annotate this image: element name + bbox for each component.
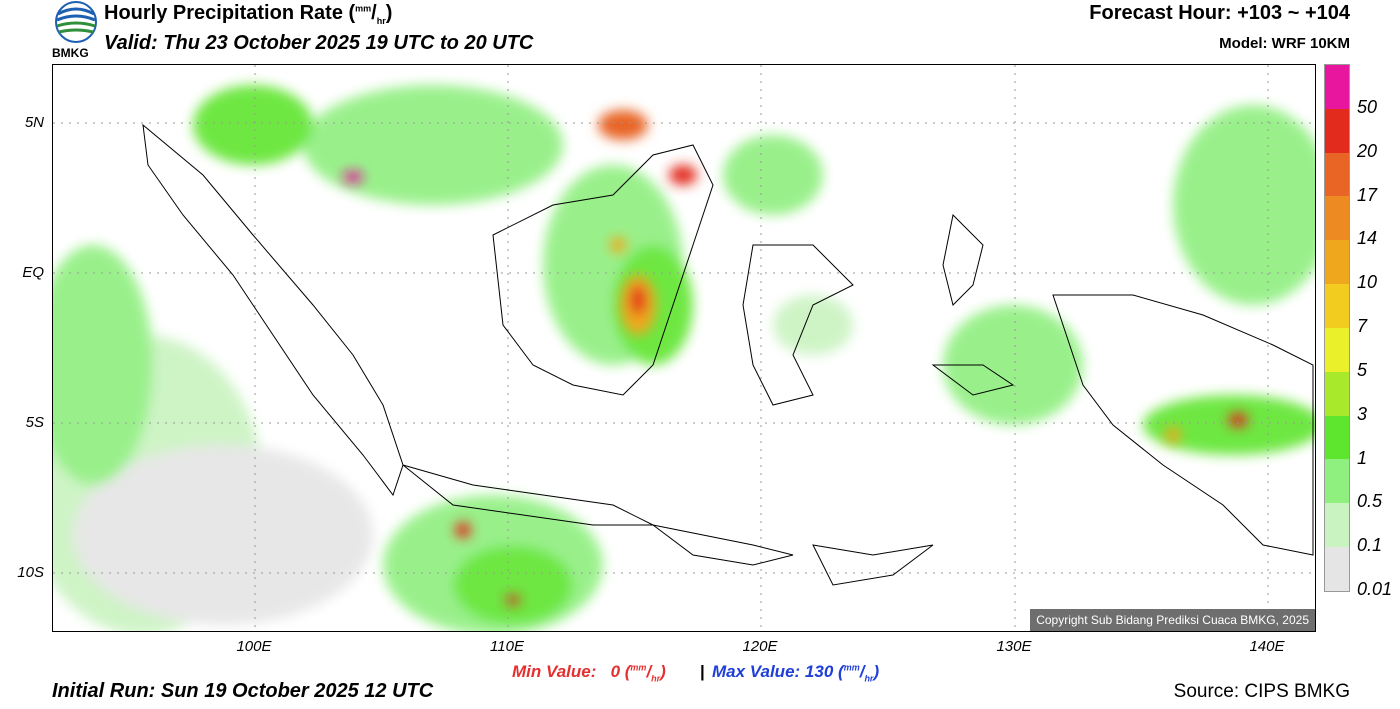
legend-label: 10 [1357, 272, 1378, 293]
precipitation-map: Copyright Sub Bidang Prediksi Cuaca BMKG… [52, 64, 1316, 632]
lat-label-5n: 5N [24, 114, 44, 131]
legend-label: 7 [1357, 316, 1368, 336]
lat-label-5s: 5S [25, 414, 44, 431]
legend-label: 1 [1357, 447, 1368, 468]
map-title: Hourly Precipitation Rate (mm/hr) [104, 2, 393, 26]
lon-label-140e: 140E [1249, 638, 1285, 655]
legend-swatch [1325, 240, 1349, 285]
initial-run: Initial Run: Sun 19 October 2025 12 UTC [52, 680, 434, 702]
legend-swatch [1325, 196, 1349, 241]
forecast-hour: Forecast Hour: +103 ~ +104 [1089, 2, 1350, 24]
valid-time: Valid: Thu 23 October 2025 19 UTC to 20 … [104, 32, 534, 54]
logo-text: BMKG [52, 46, 89, 60]
lon-label-120e: 120E [742, 638, 778, 655]
legend-swatch [1325, 415, 1349, 460]
value-separator: | [700, 662, 705, 681]
legend-swatch [1325, 371, 1349, 416]
legend-swatch [1325, 547, 1349, 591]
map-canvas [53, 65, 1315, 631]
legend-label: 0.5 [1357, 491, 1383, 512]
legend-swatch [1325, 284, 1349, 328]
legend-label: 14 [1357, 228, 1378, 249]
legend-swatch [1325, 108, 1349, 153]
legend-colorbar [1324, 64, 1350, 592]
legend-label: 0.01 [1357, 579, 1393, 599]
legend-swatch [1325, 65, 1349, 109]
lon-label-100e: 100E [236, 638, 272, 655]
lat-label-10s: 10S [17, 564, 44, 581]
max-value: Max Value: 130 (mm/hr) [712, 662, 880, 684]
legend-label: 17 [1357, 184, 1378, 205]
model-name: Model: WRF 10KM [1219, 35, 1350, 52]
legend-label: 20 [1357, 140, 1378, 161]
copyright-notice: Copyright Sub Bidang Prediksi Cuaca BMKG… [1030, 609, 1315, 631]
lon-label-130e: 130E [996, 638, 1032, 655]
bmkg-logo [52, 0, 100, 62]
source-credit: Source: CIPS BMKG [1173, 681, 1350, 702]
legend-label: 3 [1357, 403, 1368, 424]
min-value: Min Value: 0 (mm/hr) [512, 662, 666, 684]
legend-label: 50 [1357, 96, 1378, 117]
legend-label: 5 [1357, 359, 1368, 380]
legend-swatch [1325, 152, 1349, 197]
legend-swatch [1325, 327, 1349, 372]
legend-swatch [1325, 459, 1349, 504]
lat-label-eq: EQ [22, 264, 44, 281]
legend-label: 0.1 [1357, 535, 1383, 556]
lon-label-110e: 110E [490, 638, 524, 655]
legend-swatch [1325, 503, 1349, 548]
